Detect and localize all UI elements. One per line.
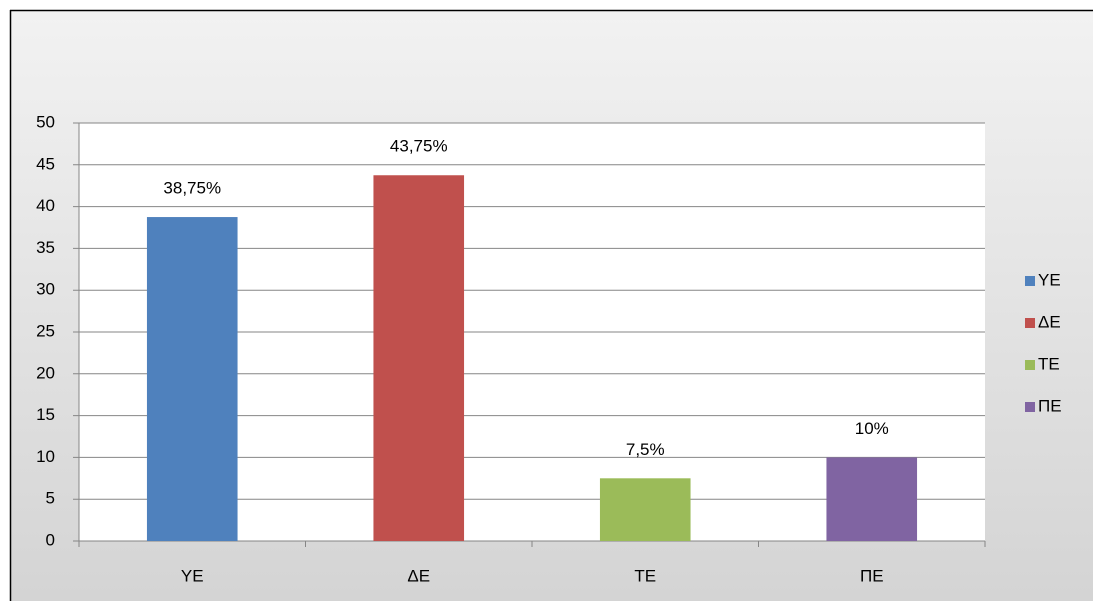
y-tick-label: 45 (36, 154, 55, 173)
x-tick-label: YE (181, 566, 204, 585)
y-tick-label: 15 (36, 405, 55, 424)
value-label: 43,75% (390, 137, 448, 156)
y-tick-label: 30 (36, 280, 55, 299)
legend-label: ΠΕ (1038, 396, 1062, 415)
bar (826, 457, 918, 541)
legend-label: YE (1038, 270, 1061, 289)
value-label: 10% (855, 419, 889, 438)
legend-swatch (1025, 318, 1035, 328)
legend-swatch (1025, 402, 1035, 412)
value-label: 38,75% (163, 179, 221, 198)
y-tick-label: 10 (36, 447, 55, 466)
legend-swatch (1025, 276, 1035, 286)
y-tick-label: 5 (46, 489, 55, 508)
bar (146, 217, 238, 542)
y-tick-label: 35 (36, 238, 55, 257)
x-tick-label: ΠΕ (860, 566, 884, 585)
y-tick-label: 25 (36, 321, 55, 340)
x-tick-label: TE (634, 566, 656, 585)
legend-swatch (1025, 360, 1035, 370)
bar (599, 478, 691, 541)
y-tick-label: 20 (36, 363, 55, 382)
legend-label: TE (1038, 354, 1060, 373)
bar (373, 175, 465, 541)
value-label: 7,5% (626, 440, 665, 459)
y-tick-label: 40 (36, 196, 55, 215)
y-tick-label: 0 (46, 530, 55, 549)
x-tick-label: ΔΕ (407, 566, 430, 585)
legend-label: ΔΕ (1038, 312, 1061, 331)
y-tick-label: 50 (36, 112, 55, 131)
